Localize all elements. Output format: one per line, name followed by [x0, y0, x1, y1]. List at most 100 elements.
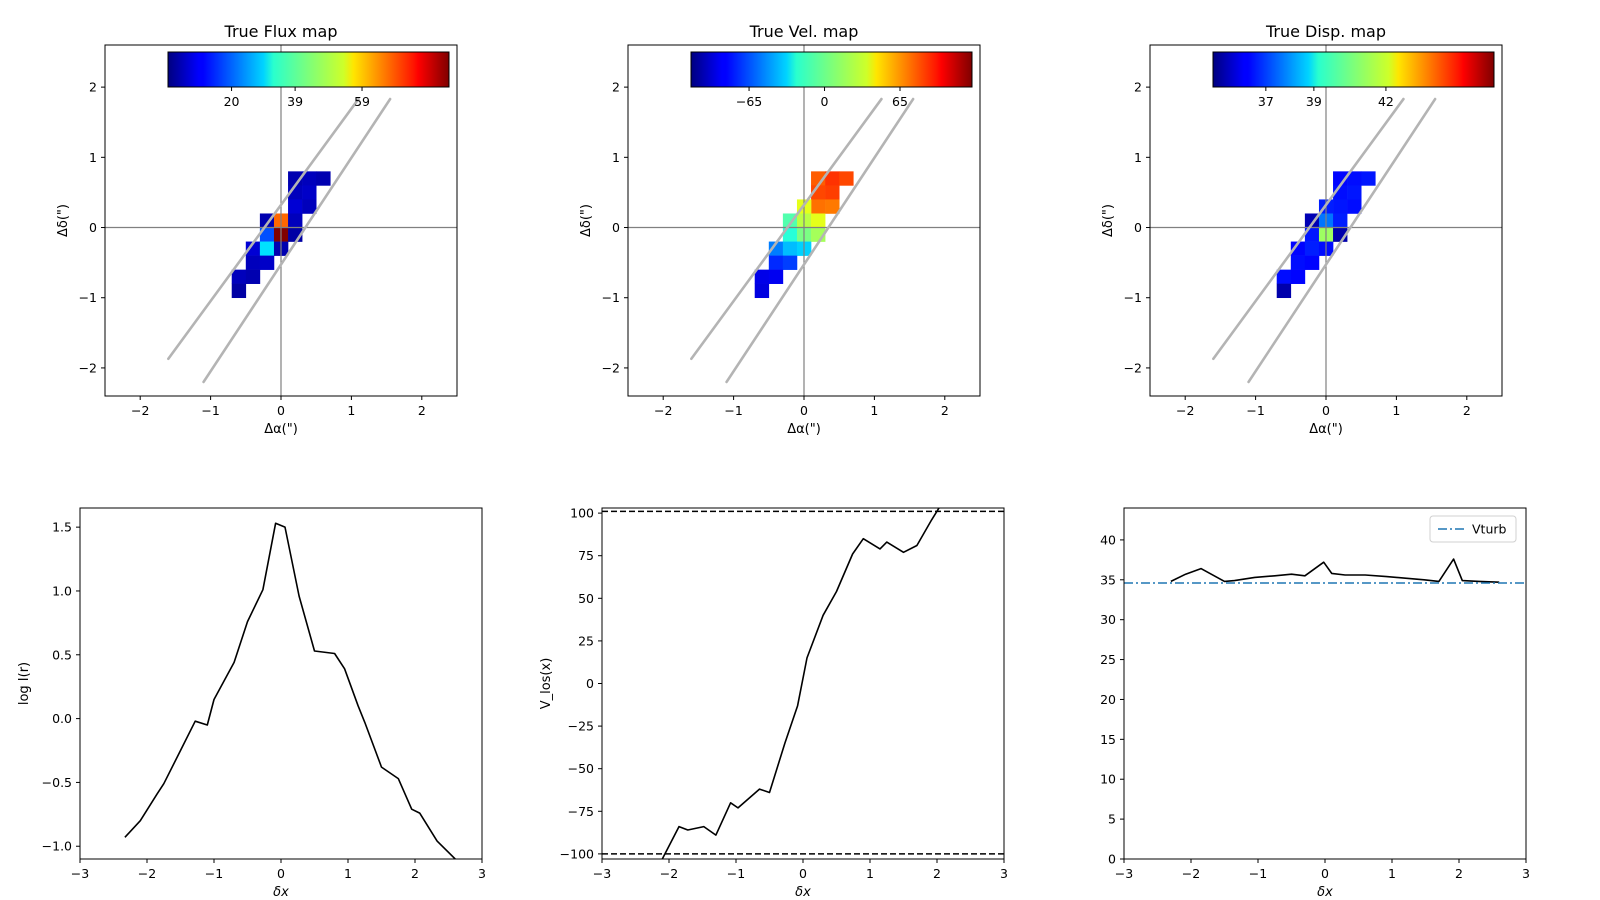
- y-tick-label: 10: [1100, 772, 1116, 787]
- y-tick-label: −100: [560, 846, 594, 861]
- plot-area: [105, 45, 457, 396]
- intensity-profile-panel: −3 −2 −1 0 1 2 3 −1.0 −0.5 0.0 0.5 1.0 1.5 δx log I(r): [17, 507, 486, 900]
- y-tick-label: 30: [1100, 612, 1116, 627]
- map-pixel: [825, 171, 840, 186]
- flux-map-panel: 20 39 59 −2 −1 0 1 2 −2 −1 0 1 2 Δα(") Δδ(") True Flux …: [56, 22, 458, 437]
- map-pixel: [1304, 241, 1320, 256]
- slit-line: [725, 97, 915, 384]
- map-pixel: [245, 255, 261, 270]
- map-pixel: [288, 199, 303, 214]
- x-tick-label: 0: [799, 866, 807, 881]
- map-pixel: [1347, 199, 1362, 214]
- x-tick-label: −1: [205, 866, 223, 881]
- y-tick-label: −2: [79, 360, 97, 375]
- x-tick-label: 1: [344, 866, 352, 881]
- map-pixel: [316, 171, 331, 186]
- x-tick-label: −2: [131, 403, 149, 418]
- map-pixel: [231, 283, 247, 299]
- x-tick-label: 0: [277, 866, 285, 881]
- colorbar: [1212, 51, 1495, 88]
- x-tick-label: 0: [277, 403, 285, 418]
- y-tick-label: 1.0: [52, 583, 72, 598]
- plot-area: [1150, 45, 1502, 396]
- y-tick-label: 35: [1100, 572, 1116, 587]
- map-pixel: [259, 255, 275, 270]
- slit-line: [1247, 97, 1437, 384]
- x-tick-label: 0: [1321, 866, 1329, 881]
- y-tick-label: −2: [1124, 360, 1142, 375]
- plot-area: [1124, 558, 1526, 584]
- x-tick-label: −2: [654, 403, 672, 418]
- velocity-map-panel: −65 0 65 −2 −1 0 1 2 −2 −1 0 1 2 Δα(") Δδ(") True Vel. …: [579, 22, 981, 437]
- slit-line: [202, 97, 392, 384]
- y-axis-label: Δδ("): [579, 204, 594, 237]
- colorbar-tick-label: 39: [287, 94, 303, 109]
- map-pixel: [782, 227, 798, 242]
- legend-box: [1429, 515, 1517, 543]
- y-tick-label: 0.5: [52, 647, 72, 662]
- x-axis-label: δx: [1317, 885, 1333, 900]
- map-pixel: [1290, 255, 1306, 270]
- y-tick-label: 0: [586, 676, 594, 691]
- map-pixel: [1290, 269, 1306, 284]
- colorbar-tick-label: 0: [821, 94, 829, 109]
- y-axis-label: Δδ("): [1101, 204, 1116, 237]
- x-tick-label: 1: [866, 866, 874, 881]
- y-tick-label: 2: [89, 80, 97, 95]
- x-tick-label: 2: [1455, 866, 1463, 881]
- plot-area: [602, 508, 1004, 859]
- map-pixel: [1276, 269, 1292, 284]
- map-pixel: [231, 269, 247, 284]
- y-tick-label: 2: [1134, 80, 1142, 95]
- colorbar-tick-label: 59: [354, 94, 370, 109]
- x-tick-label: 1: [870, 403, 878, 418]
- x-tick-label: 2: [411, 866, 419, 881]
- colorbar-tick-label: −65: [736, 94, 762, 109]
- y-tick-label: 1: [1134, 150, 1142, 165]
- map-pixel: [245, 241, 261, 256]
- colorbar-tick-label: 20: [224, 94, 240, 109]
- axes-frame: [601, 507, 1005, 860]
- velocity-profile-panel: −3 −2 −1 0 1 2 3 −100 −75 −50 −25 0 25 50 75 100 δx V_los…: [539, 506, 1008, 900]
- x-tick-label: 0: [800, 403, 808, 418]
- map-pixel: [302, 185, 317, 200]
- y-tick-label: 0: [1134, 220, 1142, 235]
- slit-line: [690, 97, 883, 361]
- map-pixel: [1276, 283, 1292, 299]
- x-tick-label: −1: [727, 866, 745, 881]
- colorbar-tick-label: 65: [892, 94, 908, 109]
- map-pixel: [259, 241, 275, 256]
- map-pixel: [768, 255, 784, 270]
- y-tick-label: 5: [1108, 812, 1116, 827]
- map-pixel: [768, 241, 784, 256]
- x-tick-label: 2: [941, 403, 949, 418]
- map-pixel: [811, 199, 826, 214]
- x-tick-label: 2: [1463, 403, 1471, 418]
- data-series-line: [1170, 558, 1500, 583]
- map-pixel: [1333, 199, 1348, 214]
- x-tick-label: 1: [1392, 403, 1400, 418]
- map-pixel: [811, 213, 826, 228]
- x-tick-label: −3: [1115, 866, 1133, 881]
- y-tick-label: −25: [568, 719, 594, 734]
- y-tick-label: −1.0: [42, 839, 72, 854]
- map-pixel: [288, 213, 303, 228]
- map-pixel: [754, 283, 770, 299]
- y-tick-label: 0: [612, 220, 620, 235]
- x-tick-label: 2: [933, 866, 941, 881]
- x-tick-label: 3: [1000, 866, 1008, 881]
- x-tick-label: 0: [1322, 403, 1330, 418]
- map-pixel: [1347, 171, 1362, 186]
- x-tick-label: 3: [478, 866, 486, 881]
- x-tick-label: −3: [593, 866, 611, 881]
- map-pixel: [782, 255, 798, 270]
- x-axis-label: Δα("): [1309, 422, 1343, 437]
- y-tick-label: −1: [602, 290, 620, 305]
- map-pixel: [1361, 171, 1376, 186]
- x-tick-label: −2: [1182, 866, 1200, 881]
- colorbar: [167, 51, 450, 88]
- y-tick-label: 40: [1100, 532, 1116, 547]
- x-tick-label: 1: [1388, 866, 1396, 881]
